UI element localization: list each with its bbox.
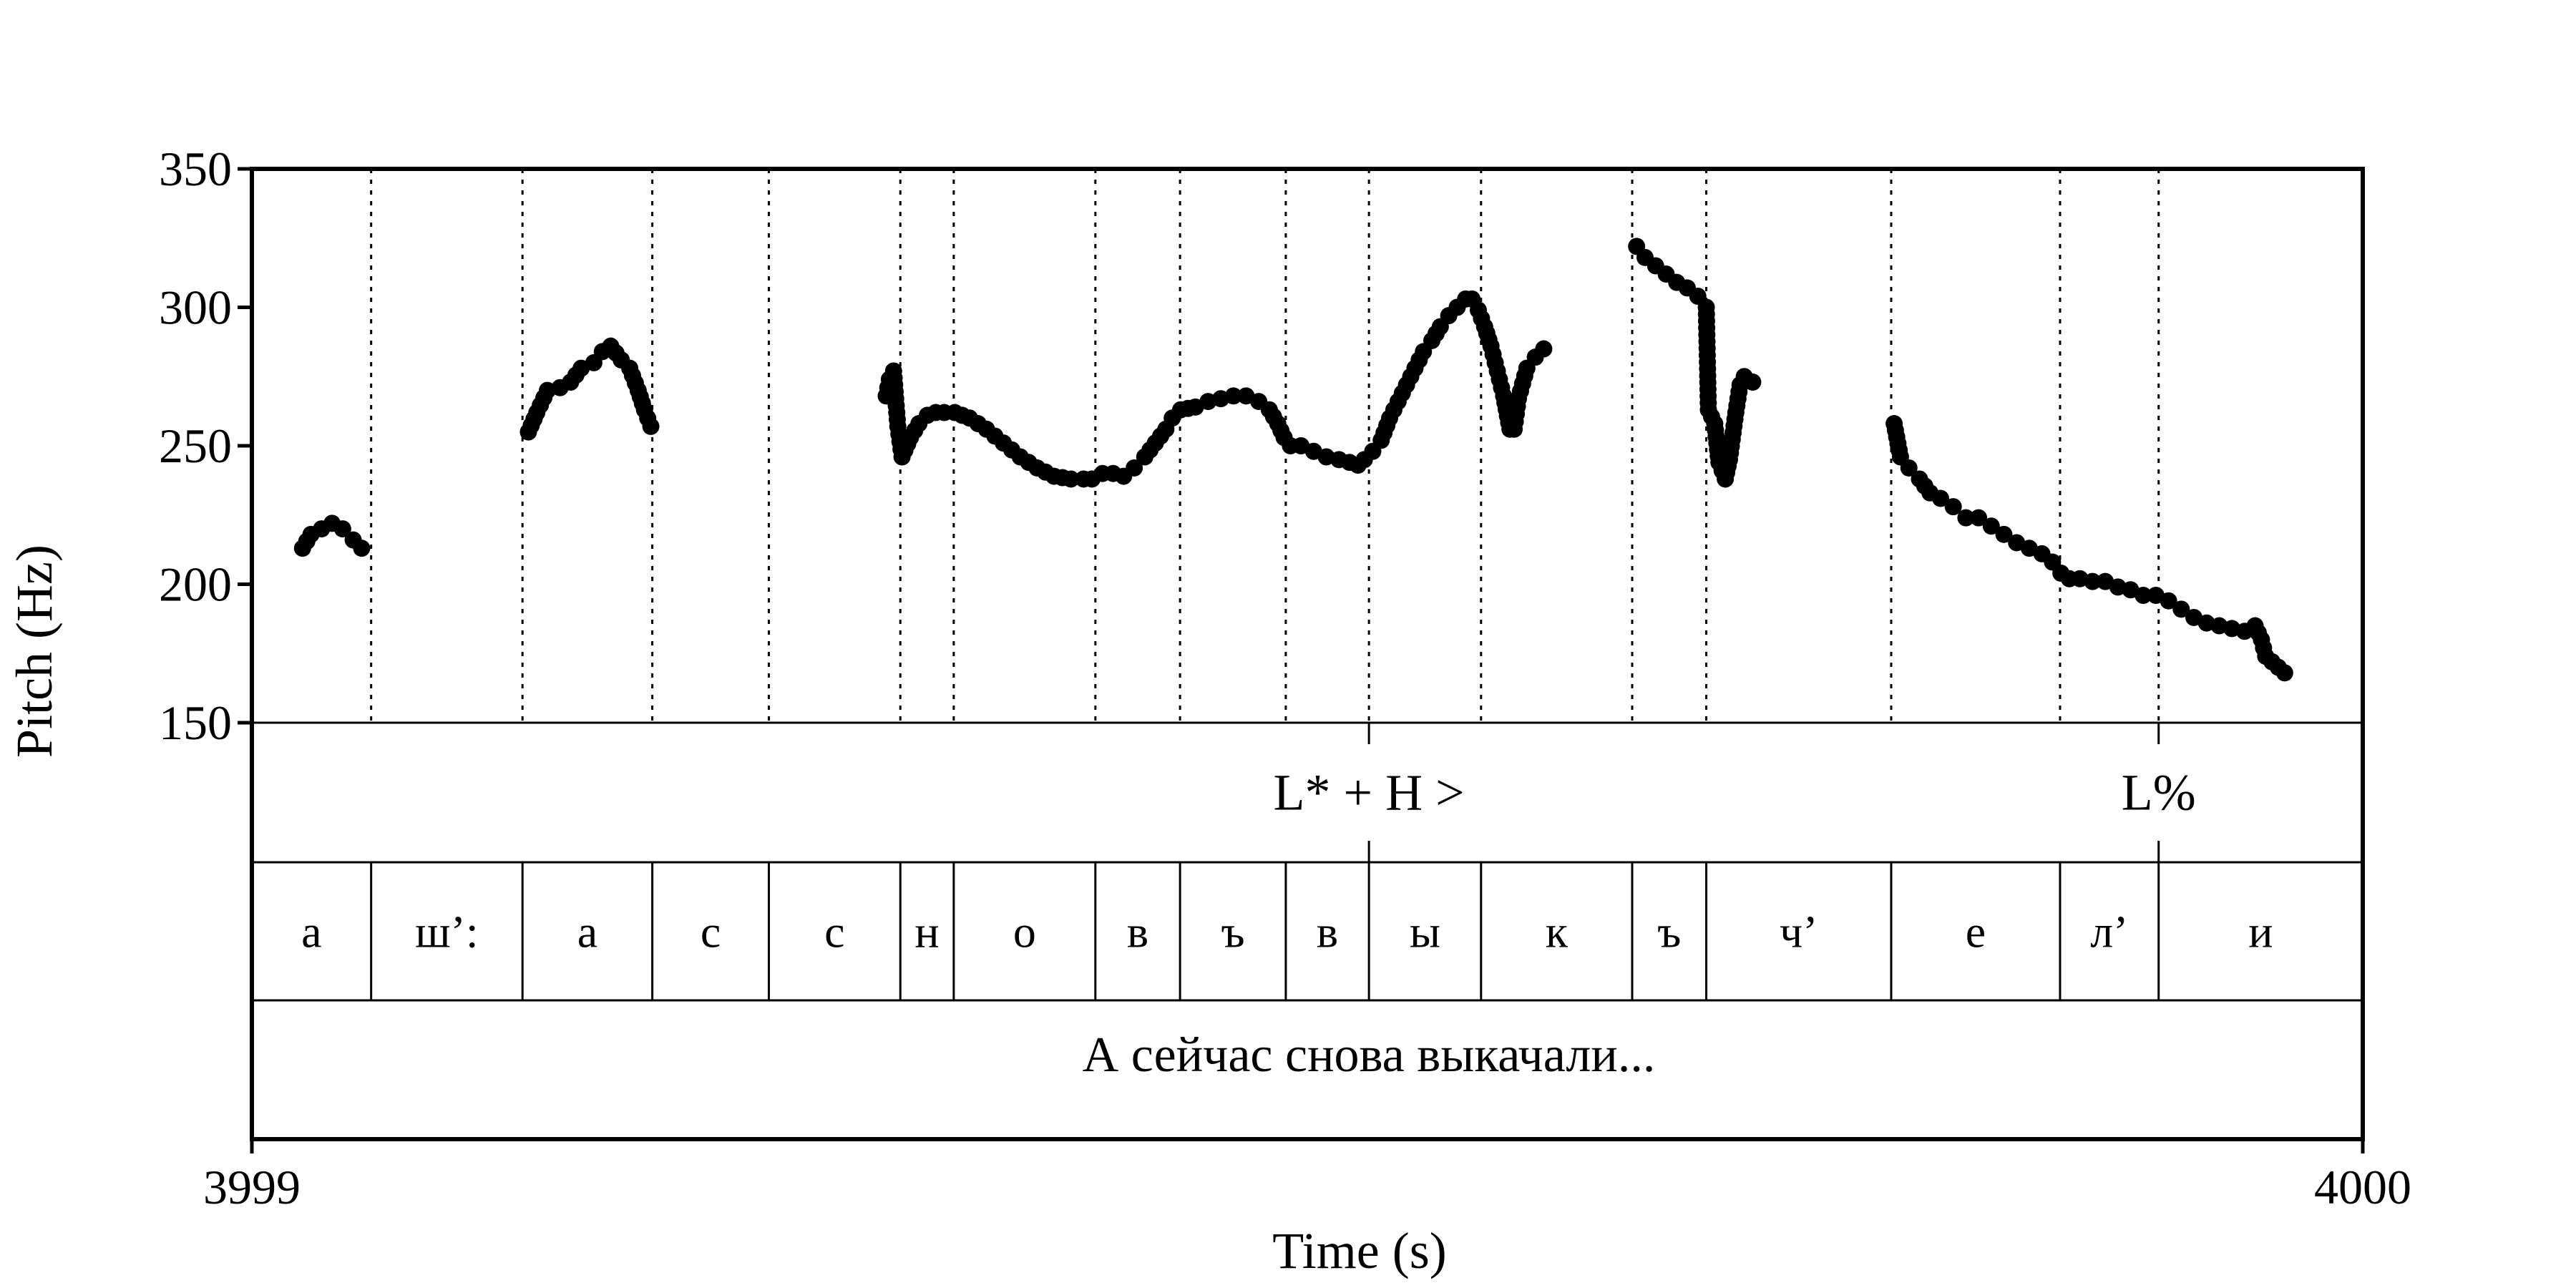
segment-label: а	[301, 907, 321, 957]
segment-boundary-grid	[370, 169, 2160, 723]
tone-label: L* + H >	[1274, 764, 1465, 821]
plot-frame	[250, 167, 2365, 1141]
x-tick-label: 4000	[2314, 1160, 2411, 1214]
segment-label: ч’	[1780, 907, 1818, 957]
tone-label: L%	[2122, 764, 2196, 821]
y-tick-label: 200	[159, 557, 232, 612]
x-axis-title: Time (s)	[1272, 1222, 1446, 1279]
y-tick-label: 150	[159, 696, 232, 750]
pitch-point	[1957, 509, 1975, 527]
segment-label: с	[824, 907, 844, 957]
sentence-label: А сейчас снова выкачали...	[1083, 1028, 1656, 1083]
segment-label: и	[2248, 907, 2273, 957]
segment-label: е	[1966, 907, 1986, 957]
pitch-point	[2135, 586, 2152, 604]
segment-label: ш’:	[415, 907, 478, 957]
segment-label: ъ	[1657, 907, 1681, 957]
annotation-tiers: L* + H > L% а ш’: а с с н о в ъ в ы к ъ ч’ е л’ и	[301, 723, 2273, 1000]
segment-label: о	[1013, 907, 1036, 957]
pitch-point	[1062, 470, 1080, 488]
frame-border	[250, 167, 2365, 1141]
segment-label: а	[577, 907, 597, 957]
axes: 150 200 250 300 350 3999 4000	[159, 142, 2411, 1214]
segment-label: ъ	[1221, 907, 1244, 957]
pitch-point	[2160, 592, 2177, 610]
pitch-point	[2275, 664, 2293, 682]
segment-label: л’	[2090, 907, 2128, 957]
pitch-point	[1900, 459, 1918, 477]
segment-label: к	[1546, 907, 1568, 957]
pitch-point	[2084, 572, 2102, 590]
y-tick-label: 350	[159, 142, 232, 196]
pitch-point	[1126, 459, 1143, 477]
pitch-point	[1944, 498, 1962, 516]
pitch-point	[1995, 525, 2013, 543]
y-tick-label: 250	[159, 419, 232, 473]
pitch-point	[1744, 373, 1762, 391]
pitch-point	[1932, 489, 1949, 507]
segment-label: в	[1127, 907, 1148, 957]
y-axis-title: Pitch (Hz)	[6, 545, 63, 758]
segment-label: н	[914, 907, 939, 957]
pitch-point	[2172, 600, 2190, 618]
segment-label: ы	[1410, 907, 1440, 957]
pitch-point	[1982, 517, 2000, 535]
y-tick-label: 300	[159, 280, 232, 335]
pitch-points	[293, 238, 2293, 682]
segment-label: в	[1317, 907, 1338, 957]
segment-label: с	[701, 907, 721, 957]
pitch-point	[1535, 340, 1553, 358]
pitch-point	[642, 417, 660, 435]
pitch-point	[1224, 387, 1242, 405]
pitch-point	[1970, 509, 1988, 527]
pitch-point	[353, 540, 371, 557]
x-tick-label: 3999	[203, 1160, 301, 1214]
pitch-point	[333, 520, 351, 538]
